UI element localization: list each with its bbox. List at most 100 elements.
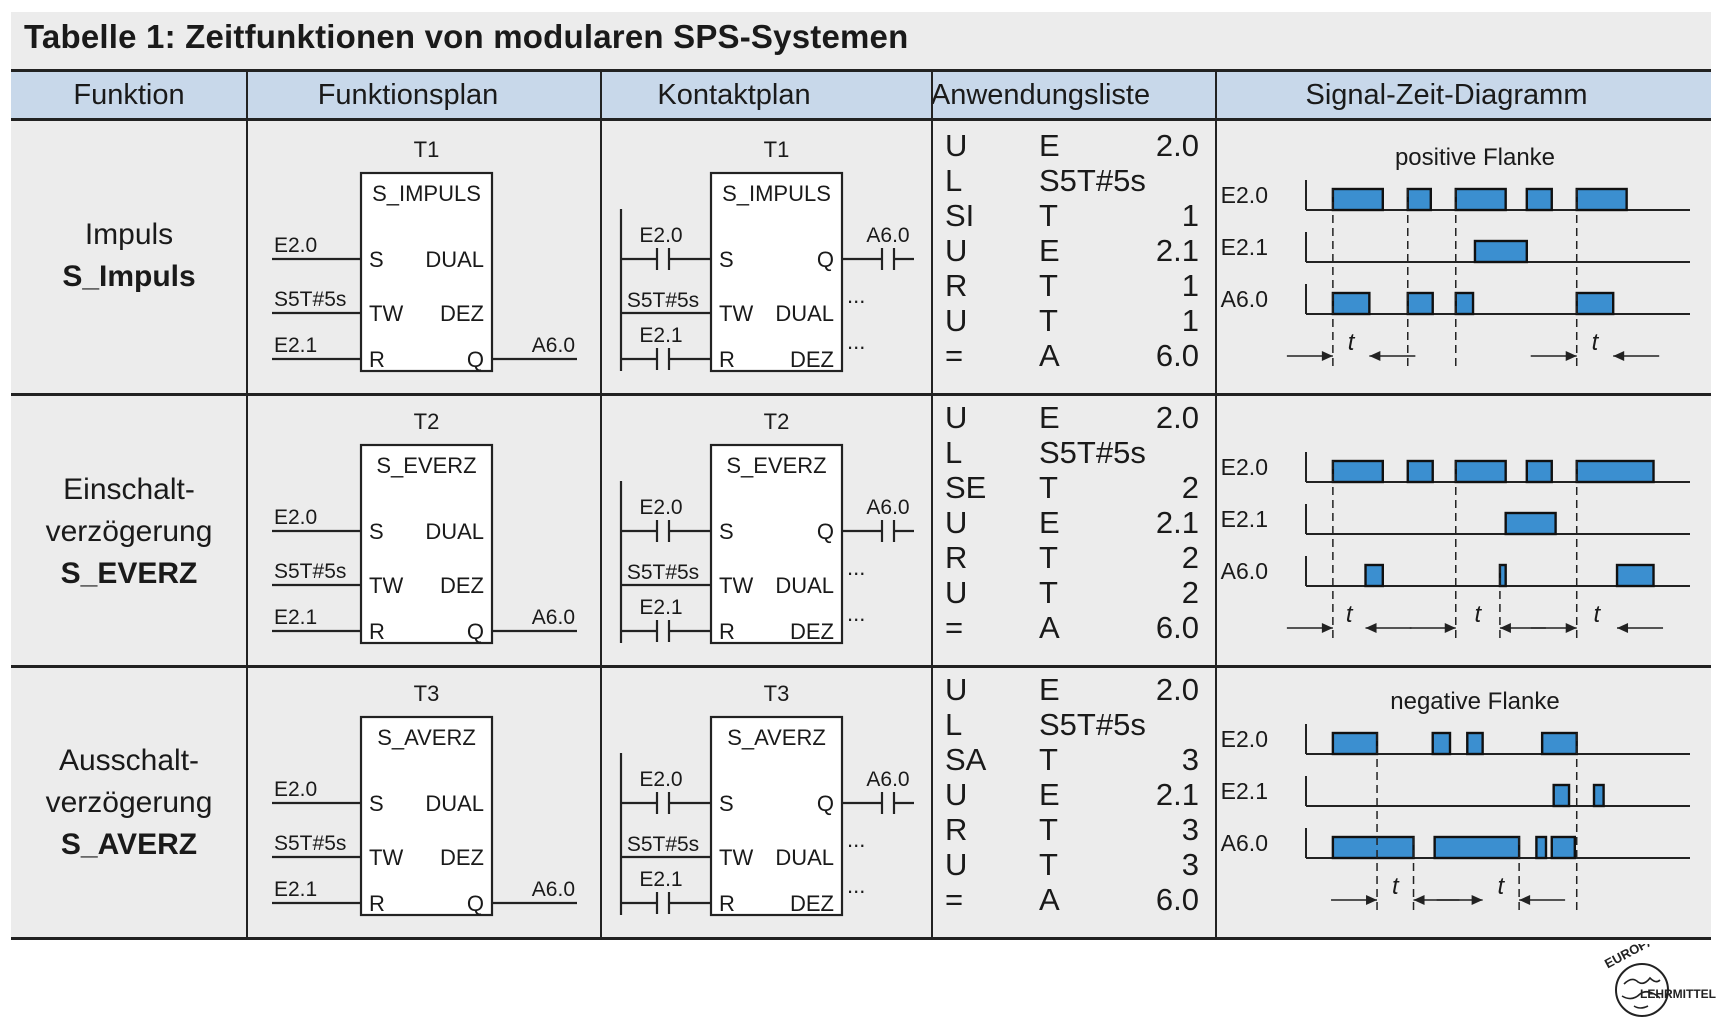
awl-list-3: U E 2.0 L S5T#5s SA T 3 U E 2.1 R T 3 U T 3 = A 6.0 [935, 672, 1205, 917]
awl-operand: T [1039, 742, 1058, 777]
awl-line: U E 2.1 [935, 233, 1205, 269]
awl-operand: E [1039, 233, 1060, 268]
awl-operand: S5T#5s [1039, 163, 1146, 198]
awl-address: 2.0 [1155, 672, 1199, 707]
pin-q: Q [467, 619, 484, 644]
signal-name: E2.1 [1221, 506, 1268, 532]
time-label: t [1346, 601, 1354, 628]
pin-r: R [369, 891, 385, 916]
edge-annotation: positive Flanke [1395, 144, 1555, 171]
awl-address: 3 [1181, 742, 1199, 777]
pin-r: R [719, 891, 735, 916]
awl-line: SI T 1 [935, 198, 1205, 234]
pin-s: S [369, 791, 384, 816]
unused-output: ... [847, 873, 865, 898]
pin-dual: DUAL [425, 247, 484, 272]
timer-label: T1 [414, 137, 440, 162]
function-name-everz: Einschalt- verzögerung S_EVERZ [11, 469, 247, 595]
function-block [359, 715, 494, 917]
signal-label-tw: S5T#5s [274, 832, 346, 855]
pin-r: R [719, 347, 735, 372]
coil-label: A6.0 [866, 496, 909, 519]
pin-tw: TW [369, 845, 403, 870]
awl-operation: = [945, 338, 964, 373]
awl-operand: T [1039, 540, 1058, 575]
contact-label: E2.0 [639, 496, 682, 519]
pin-s: S [369, 247, 384, 272]
awl-line: L S5T#5s [935, 435, 1205, 471]
t-arrowhead [1321, 623, 1333, 633]
signal-pulse [1525, 187, 1553, 212]
header-kontaktplan: Kontaktplan [657, 79, 811, 111]
awl-operand: T [1039, 268, 1058, 303]
contact-label: E2.0 [639, 768, 682, 791]
t-arrowhead [1321, 351, 1333, 361]
awl-operation: L [945, 163, 963, 198]
signal-pulse [1433, 835, 1521, 860]
awl-operation: U [945, 672, 968, 707]
timer-label: T2 [414, 409, 440, 434]
awl-address: 2.0 [1155, 400, 1199, 435]
awl-operation: U [945, 575, 968, 610]
coil-label: A6.0 [866, 768, 909, 791]
t-arrowhead [1565, 623, 1577, 633]
awl-address: 1 [1181, 198, 1199, 233]
pin-tw: TW [369, 573, 403, 598]
awl-operation: R [945, 268, 968, 303]
signal-pulse [1552, 783, 1571, 808]
awl-line: = A 6.0 [935, 610, 1205, 646]
signal-pulse [1575, 291, 1615, 316]
signal-pulse [1431, 731, 1452, 756]
signal-label-tw: S5T#5s [274, 560, 346, 583]
function-name-line: Ausschalt- [58, 744, 200, 777]
time-label: t [1348, 329, 1356, 356]
awl-address: 2.1 [1155, 777, 1199, 812]
t-arrowhead [1471, 895, 1483, 905]
header-funktion: Funktion [73, 79, 185, 111]
pin-dez: DEZ [790, 891, 834, 916]
awl-line: U T 1 [935, 303, 1205, 339]
signal-pulse [1454, 291, 1475, 316]
awl-operation: U [945, 128, 968, 163]
awl-operation: U [945, 400, 968, 435]
signal-pulse [1473, 239, 1528, 264]
pin-dual: DUAL [775, 301, 834, 326]
awl-operand: E [1039, 777, 1060, 812]
awl-address: 3 [1181, 847, 1199, 882]
awl-line: = A 6.0 [935, 338, 1205, 374]
table-header: Funktion Funktionsplan Kontaktplan Anwen… [11, 69, 1711, 121]
function-block-name: S_EVERZ [726, 453, 826, 478]
awl-line: R T 2 [935, 540, 1205, 576]
awl-line: SE T 2 [935, 470, 1205, 506]
pin-dual: DUAL [425, 791, 484, 816]
t-arrowhead [1519, 895, 1531, 905]
function-name-line: verzögerung [45, 786, 213, 819]
signal-label-out: A6.0 [532, 878, 575, 901]
signal-label-s: E2.0 [274, 506, 317, 529]
awl-operand: A [1039, 610, 1060, 645]
signal-name: E2.0 [1221, 454, 1268, 480]
function-block [359, 171, 494, 373]
signal-pulse [1540, 731, 1578, 756]
function-block-name: S_AVERZ [727, 725, 826, 750]
signal-pulse [1575, 187, 1628, 212]
signal-pulse [1550, 835, 1577, 860]
awl-line: SA T 3 [935, 742, 1205, 778]
awl-operand: E [1039, 400, 1060, 435]
signal-pulse [1454, 187, 1507, 212]
pin-tw: TW [369, 301, 403, 326]
time-label: t [1498, 873, 1506, 900]
column-divider [1215, 69, 1217, 938]
column-divider [931, 69, 933, 938]
table-title: Tabelle 1: Zeitfunktionen von modularen … [24, 18, 909, 55]
awl-line: R T 3 [935, 812, 1205, 848]
function-block-name: S_AVERZ [377, 725, 476, 750]
pin-r: R [369, 619, 385, 644]
unused-output: ... [847, 329, 865, 354]
signal-pulse [1331, 731, 1379, 756]
coil-label: A6.0 [866, 224, 909, 247]
signal-pulse [1331, 835, 1415, 860]
awl-operand: A [1039, 882, 1060, 917]
pin-r: R [369, 347, 385, 372]
header-funktionsplan: Funktionsplan [317, 79, 499, 111]
